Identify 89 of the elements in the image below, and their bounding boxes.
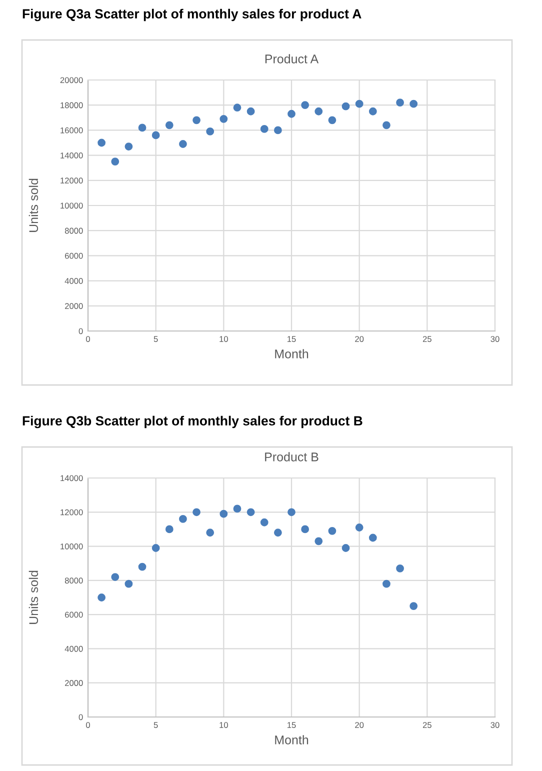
point bbox=[111, 158, 120, 166]
y-tick-label: 12000 bbox=[60, 509, 83, 516]
point bbox=[410, 602, 418, 610]
point bbox=[152, 544, 160, 552]
x-tick-label: 5 bbox=[154, 336, 158, 342]
x-tick-label: 25 bbox=[422, 722, 432, 728]
y-tick-label: 8000 bbox=[64, 228, 83, 234]
point bbox=[98, 594, 106, 602]
point bbox=[355, 524, 364, 532]
y-tick-label: 14000 bbox=[60, 475, 83, 482]
y-tick-label: 6000 bbox=[65, 612, 83, 618]
x-tick-label: 20 bbox=[355, 336, 364, 342]
point bbox=[328, 526, 336, 535]
point bbox=[342, 544, 350, 552]
point bbox=[192, 116, 200, 124]
point bbox=[165, 525, 174, 534]
x-axis-title: Month bbox=[275, 349, 308, 358]
y-tick-label: 4000 bbox=[64, 278, 83, 284]
point bbox=[233, 504, 242, 513]
x-tick-label: 10 bbox=[220, 722, 228, 728]
x-tick-label: 20 bbox=[355, 722, 364, 728]
point bbox=[328, 116, 336, 124]
y-axis-title: Units sold bbox=[28, 178, 38, 232]
point bbox=[111, 573, 120, 581]
y-tick-label: 0 bbox=[78, 714, 83, 720]
point bbox=[301, 525, 310, 534]
y-tick-label: 12000 bbox=[60, 178, 83, 184]
point bbox=[288, 508, 296, 516]
point bbox=[288, 110, 296, 118]
point bbox=[382, 580, 390, 588]
x-tick-label: 10 bbox=[220, 336, 228, 342]
point bbox=[138, 562, 146, 571]
point bbox=[314, 107, 323, 116]
point bbox=[138, 124, 146, 132]
y-tick-label: 8000 bbox=[64, 578, 83, 584]
point bbox=[274, 126, 282, 134]
point bbox=[274, 528, 282, 537]
point bbox=[233, 104, 242, 112]
point bbox=[396, 564, 404, 572]
point bbox=[98, 138, 106, 147]
y-tick-label: 18000 bbox=[60, 102, 83, 108]
y-tick-label: 4000 bbox=[64, 646, 83, 652]
y-tick-label: 16000 bbox=[60, 127, 83, 134]
point bbox=[192, 508, 200, 516]
x-tick-label: 30 bbox=[490, 336, 500, 342]
point bbox=[301, 101, 310, 110]
chart-title: Figure Q3b Scatter plot of monthly sales for product B bbox=[22, 416, 362, 428]
x-tick-label: 30 bbox=[490, 722, 500, 728]
point bbox=[355, 100, 364, 108]
y-tick-label: 6000 bbox=[65, 252, 83, 259]
point bbox=[410, 100, 418, 108]
point bbox=[368, 107, 377, 116]
point bbox=[179, 515, 187, 523]
chart-subtitle: Product A bbox=[265, 54, 319, 64]
point bbox=[179, 140, 187, 148]
y-tick-label: 0 bbox=[78, 328, 83, 334]
point bbox=[368, 534, 377, 542]
point bbox=[314, 537, 323, 546]
point bbox=[220, 114, 228, 123]
x-tick-label: 5 bbox=[154, 722, 158, 728]
point bbox=[124, 580, 133, 588]
y-tick-label: 2000 bbox=[65, 680, 83, 686]
x-tick-label: 25 bbox=[422, 336, 432, 342]
point bbox=[342, 102, 350, 110]
point bbox=[165, 121, 174, 130]
point bbox=[206, 528, 214, 537]
point bbox=[396, 98, 404, 107]
y-axis-title: Units sold bbox=[28, 570, 38, 624]
x-tick-label: 0 bbox=[86, 722, 90, 728]
point bbox=[382, 121, 390, 130]
y-tick-label: 10000 bbox=[60, 543, 83, 550]
y-tick-label: 20000 bbox=[60, 77, 83, 84]
x-tick-label: 0 bbox=[86, 336, 90, 342]
point bbox=[260, 124, 268, 133]
point bbox=[152, 131, 160, 140]
y-tick-label: 14000 bbox=[60, 152, 83, 158]
chart-subtitle: Product B bbox=[265, 452, 318, 462]
y-tick-label: 2000 bbox=[65, 303, 83, 309]
point bbox=[246, 107, 255, 116]
point bbox=[220, 510, 228, 518]
x-tick-label: 15 bbox=[288, 722, 296, 728]
chart-title: Figure Q3a Scatter plot of monthly sales for product A bbox=[22, 8, 362, 22]
y-tick-label: 10000 bbox=[60, 202, 83, 209]
x-axis-title: Month bbox=[275, 735, 308, 744]
x-tick-label: 15 bbox=[288, 336, 296, 342]
point bbox=[124, 142, 133, 150]
point bbox=[246, 508, 255, 516]
point bbox=[206, 128, 214, 136]
point bbox=[260, 518, 268, 526]
